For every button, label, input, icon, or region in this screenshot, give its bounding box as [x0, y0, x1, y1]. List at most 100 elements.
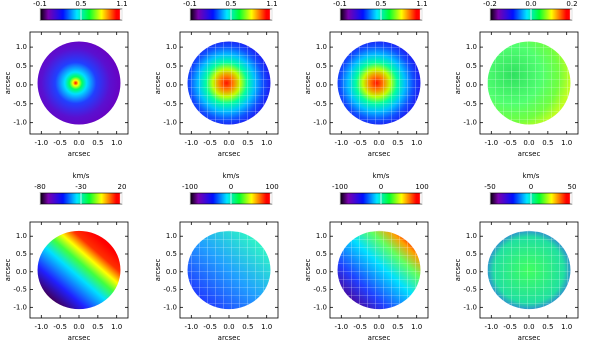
- colorbar-tick-label: -30: [75, 183, 86, 191]
- y-tick-label: -0.5: [163, 286, 177, 294]
- y-tick-label: -1.0: [463, 119, 477, 127]
- x-tick-label: 0.5: [542, 323, 553, 331]
- y-axis-label: arcsec: [4, 72, 12, 95]
- x-tick-label: -0.5: [353, 139, 367, 147]
- colorbar-tick-label: 1.1: [416, 0, 427, 8]
- y-axis-label: arcsec: [154, 72, 162, 95]
- map-pixel-grid: [487, 230, 571, 310]
- colorbar-label: km/s: [373, 172, 390, 180]
- x-tick-label: 0.0: [523, 323, 534, 331]
- x-axis-label: arcsec: [518, 334, 541, 342]
- map-pixel-grid: [187, 230, 271, 310]
- map-image: [37, 230, 121, 310]
- y-axis-label: arcsec: [304, 72, 312, 95]
- x-tick-label: -0.5: [53, 323, 67, 331]
- y-tick-label: -0.5: [313, 100, 327, 108]
- map-pixel-grid: [337, 230, 421, 310]
- panel: km/s -80 -30 20 -1.0 -0.5 0.0 0.5 1.0 -1.0 -0.5 0.0…: [4, 172, 129, 342]
- colorbar-tick-label: 100: [415, 183, 428, 191]
- map-pixel-grid: [337, 41, 421, 125]
- colorbar-tick-label: 0.2: [566, 0, 577, 8]
- x-tick-label: 0.0: [73, 323, 84, 331]
- colorbar-tick-label: 100: [265, 183, 278, 191]
- y-tick-label: 1.0: [466, 232, 477, 240]
- y-tick-label: 0.5: [466, 250, 477, 258]
- x-tick-label: 0.5: [392, 323, 403, 331]
- colorbar-tick-label: -100: [182, 183, 198, 191]
- y-tick-label: 1.0: [16, 43, 27, 51]
- colorbar-tick-label: -0.1: [33, 0, 47, 8]
- colorbar-tick-label: -80: [34, 183, 45, 191]
- y-axis-label: arcsec: [154, 259, 162, 282]
- x-tick-label: -0.5: [353, 323, 367, 331]
- panel: -0.1 0.5 1.1 -1.0 -0.5 0.0 0.5 1.0 -1.0 -0.5 0.0 0.…: [154, 0, 279, 158]
- y-tick-label: 1.0: [466, 43, 477, 51]
- y-axis-label: arcsec: [4, 259, 12, 282]
- y-tick-label: 0.5: [166, 250, 177, 258]
- x-tick-label: -1.0: [34, 323, 48, 331]
- x-tick-label: 1.0: [111, 323, 122, 331]
- colorbar-tick-label: 0: [529, 183, 533, 191]
- x-tick-label: 0.5: [242, 139, 253, 147]
- y-axis-label: arcsec: [454, 259, 462, 282]
- y-tick-label: -0.5: [463, 286, 477, 294]
- x-tick-label: 1.0: [411, 323, 422, 331]
- x-axis-label: arcsec: [218, 150, 241, 158]
- colorbar-tick-label: 0: [229, 183, 233, 191]
- y-tick-label: 0.0: [16, 268, 27, 276]
- colorbar-tick-label: 1.1: [266, 0, 277, 8]
- colorbar-tick-label: -100: [332, 183, 348, 191]
- y-tick-label: -1.0: [313, 303, 327, 311]
- y-tick-label: 0.5: [466, 62, 477, 70]
- x-tick-label: 0.0: [223, 323, 234, 331]
- colorbar-tick-label: -0.2: [483, 0, 497, 8]
- colorbar-tick-label: -0.1: [183, 0, 197, 8]
- x-tick-label: -0.5: [203, 323, 217, 331]
- y-tick-label: 0.5: [16, 250, 27, 258]
- y-tick-label: 0.5: [316, 62, 327, 70]
- y-tick-label: 1.0: [166, 232, 177, 240]
- x-tick-label: 0.5: [92, 323, 103, 331]
- colorbar-tick-label: 50: [568, 183, 577, 191]
- x-tick-label: -0.5: [203, 139, 217, 147]
- colorbar-tick-label: 0.5: [375, 0, 386, 8]
- colorbar-label: km/s: [73, 172, 90, 180]
- x-tick-label: 0.5: [392, 139, 403, 147]
- x-tick-label: -1.0: [484, 139, 498, 147]
- x-tick-label: 1.0: [561, 323, 572, 331]
- y-tick-label: 0.5: [316, 250, 327, 258]
- panel: km/s -100 0 100 -1.0 -0.5 0.0 0.5 1.0 -1.0 -0.5 0.0…: [304, 172, 429, 342]
- x-tick-label: 1.0: [561, 139, 572, 147]
- x-axis-label: arcsec: [68, 150, 91, 158]
- panel: km/s -100 0 100 -1.0 -0.5 0.0 0.5 1.0 -1.0 -0.5 0.0…: [154, 172, 279, 342]
- x-axis-label: arcsec: [68, 334, 91, 342]
- x-axis-label: arcsec: [218, 334, 241, 342]
- y-tick-label: -0.5: [13, 286, 27, 294]
- x-tick-label: 1.0: [111, 139, 122, 147]
- y-tick-label: 0.0: [316, 81, 327, 89]
- panel: -0.1 0.5 1.1 -1.0 -0.5 0.0 0.5 1.0 -1.0 -0.5 0.0 0.…: [304, 0, 429, 158]
- x-tick-label: -0.5: [503, 139, 517, 147]
- y-axis-label: arcsec: [454, 72, 462, 95]
- colorbar-tick-label: -50: [484, 183, 495, 191]
- x-tick-label: -0.5: [503, 323, 517, 331]
- x-tick-label: -1.0: [184, 139, 198, 147]
- colorbar-tick-label: 0.5: [225, 0, 236, 8]
- x-tick-label: 0.0: [373, 139, 384, 147]
- y-tick-label: -1.0: [163, 303, 177, 311]
- y-tick-label: 1.0: [16, 232, 27, 240]
- y-tick-label: -1.0: [163, 119, 177, 127]
- y-tick-label: 0.5: [16, 62, 27, 70]
- y-tick-label: 0.5: [166, 62, 177, 70]
- colorbar-label: km/s: [523, 172, 540, 180]
- y-tick-label: 1.0: [316, 232, 327, 240]
- y-tick-label: -1.0: [13, 303, 27, 311]
- panel: -0.1 0.5 1.1 -1.0 -0.5 0.0 0.5 1.0 -1.0 -0.5 0.0 0.…: [4, 0, 129, 158]
- x-tick-label: 1.0: [261, 323, 272, 331]
- panel: km/s -50 0 50 -1.0 -0.5 0.0 0.5 1.0 -1.0 -0.5 0.0 0.…: [454, 172, 579, 342]
- colorbar-tick-label: 20: [118, 183, 127, 191]
- x-tick-label: 0.5: [542, 139, 553, 147]
- y-axis-label: arcsec: [304, 259, 312, 282]
- x-tick-label: 1.0: [411, 139, 422, 147]
